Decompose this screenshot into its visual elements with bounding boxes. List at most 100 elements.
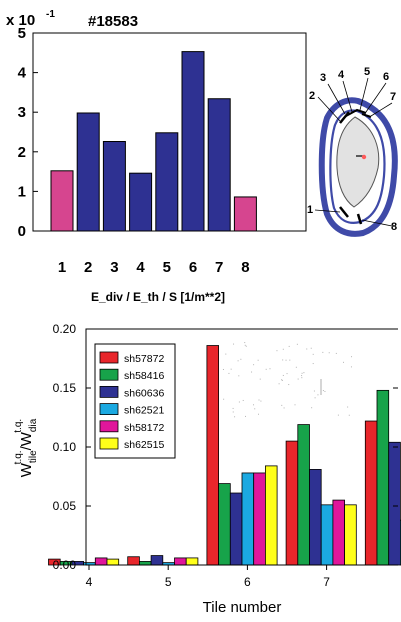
speckle-dot xyxy=(288,345,290,347)
legend-swatch-sh58416 xyxy=(99,368,119,381)
speckle-dot xyxy=(223,398,225,400)
divertor-top-right xyxy=(361,113,372,118)
top-y-ticks: 0 1 2 3 4 5 xyxy=(18,25,38,240)
bottom-bar-sh62515-tile-7 xyxy=(344,504,357,566)
top-plot-frame xyxy=(32,32,307,232)
speckle-dot xyxy=(254,408,256,410)
speckle-dot xyxy=(281,404,283,406)
image-artifact-speckle xyxy=(222,342,353,418)
bottom-bar-sh62521-tile-6 xyxy=(241,472,255,566)
legend-swatch-sh58172 xyxy=(99,420,119,433)
divertor-top-mid xyxy=(345,108,367,117)
speckle-dot xyxy=(310,347,312,349)
top-bar-tile-3 xyxy=(102,141,126,232)
top-y-tick-label: 4 xyxy=(18,65,27,82)
ylabel-sup-tq-2: t.q. xyxy=(13,419,24,433)
speckle-dot xyxy=(282,374,284,376)
bottom-bar-sh62515-tile-4 xyxy=(106,558,120,566)
leader-line-8 xyxy=(361,219,393,227)
leader-line-6 xyxy=(365,82,387,113)
tokamak-cross-section-inset: 1 2 3 4 5 6 7 8 xyxy=(307,66,398,237)
speckle-dot xyxy=(348,414,350,416)
speckle-dot xyxy=(351,356,353,358)
top-bar-tile-1 xyxy=(50,170,74,232)
top-bar-tile-4 xyxy=(129,172,153,232)
bottom-x-tick-label: 6 xyxy=(244,575,251,589)
speckle-dot xyxy=(288,384,290,386)
top-y-tick-label: 1 xyxy=(18,183,26,200)
speckle-dot xyxy=(301,372,303,374)
bottom-bar-sh60636-tile-7 xyxy=(309,469,322,566)
speckle-dot xyxy=(289,359,291,361)
speckle-dot xyxy=(306,348,308,350)
bottom-x-axis-label: Tile number xyxy=(203,599,282,616)
speckle-dot xyxy=(238,375,240,377)
speckle-dot xyxy=(278,383,280,385)
speckle-dot xyxy=(232,407,234,409)
divertor-top-left xyxy=(339,111,350,124)
bottom-y-tick-label: 0.15 xyxy=(53,381,77,395)
speckle-dot xyxy=(324,390,326,392)
top-scale-exponent: -1 xyxy=(46,9,55,20)
speckle-dot xyxy=(251,371,253,373)
ylabel-sub-dia: dia xyxy=(28,418,39,432)
bottom-bar-sh58416-tile-5 xyxy=(138,561,152,566)
top-x-tick-label: 3 xyxy=(110,259,118,276)
speckle-dot xyxy=(253,364,255,366)
speckle-dot xyxy=(259,378,261,380)
leader-line-3 xyxy=(327,83,346,115)
speckle-dot xyxy=(297,378,299,380)
bottom-y-tick-label: 0.10 xyxy=(53,440,77,454)
speckle-dot xyxy=(322,390,324,392)
top-x-axis-label: E_div / E_th / S [1/m**2] xyxy=(91,290,225,304)
bottom-x-tick-label: 4 xyxy=(86,575,93,589)
speckle-dot xyxy=(240,358,242,360)
bottom-x-tick-label: 5 xyxy=(165,575,172,589)
top-bar-chart: x 10 -1 #18583 0 1 2 3 4 5 1 2 3 4 5 6 7 8 E_div / E… xyxy=(6,9,307,304)
speckle-dot xyxy=(295,366,297,368)
legend-label-sh58172: sh58172 xyxy=(124,422,164,434)
bottom-bar-sh58416-tile-7 xyxy=(297,424,310,566)
tile-label-7: 7 xyxy=(390,91,396,103)
top-scale-label: x 10 xyxy=(6,12,35,29)
magnetic-axis-point xyxy=(361,154,367,160)
legend-label-sh60636: sh60636 xyxy=(124,387,164,399)
bottom-y-tick-label: 0.05 xyxy=(53,499,77,513)
top-x-tick-label: 7 xyxy=(215,259,223,276)
divertor-bottom-right xyxy=(356,213,363,225)
speckle-dot xyxy=(242,399,244,401)
top-x-tick-label: 1 xyxy=(58,259,66,276)
speckle-dot xyxy=(335,352,337,354)
speckle-dot xyxy=(322,351,324,353)
speckle-dot xyxy=(301,377,303,379)
top-bar-tile-7 xyxy=(207,98,231,232)
speckle-dot xyxy=(350,366,352,368)
bottom-x-tick-label: 7 xyxy=(323,575,330,589)
bottom-bar-sh58172-tile-4 xyxy=(94,557,108,566)
legend-swatch-sh60636 xyxy=(99,385,119,398)
speckle-dot xyxy=(337,414,339,416)
speckle-dot xyxy=(244,342,246,344)
bottom-y-axis-label: Wtile t.q./Wdia t.q. xyxy=(13,418,39,477)
speckle-dot xyxy=(222,368,224,370)
speckle-dot xyxy=(294,404,296,406)
bottom-plot-frame xyxy=(85,328,398,566)
speckle-dot xyxy=(311,407,313,409)
speckle-dot xyxy=(257,359,259,361)
speckle-dot xyxy=(244,344,246,346)
leader-line-1 xyxy=(314,209,341,213)
tile-label-8: 8 xyxy=(391,221,397,233)
speckle-dot xyxy=(234,416,236,418)
speckle-dot xyxy=(258,399,260,401)
bottom-bar-sh60636-tile-8 xyxy=(388,441,401,566)
bottom-y-tick-label: 0.00 xyxy=(53,558,77,572)
speckle-dot xyxy=(245,345,247,347)
top-y-tick-label: 3 xyxy=(18,104,26,121)
top-bar-tile-6 xyxy=(181,51,205,232)
speckle-dot xyxy=(347,406,349,408)
top-x-tick-label: 2 xyxy=(84,259,92,276)
bottom-bar-sh62515-tile-6 xyxy=(264,465,278,566)
speckle-dot xyxy=(281,379,283,381)
speckle-dot xyxy=(237,360,239,362)
